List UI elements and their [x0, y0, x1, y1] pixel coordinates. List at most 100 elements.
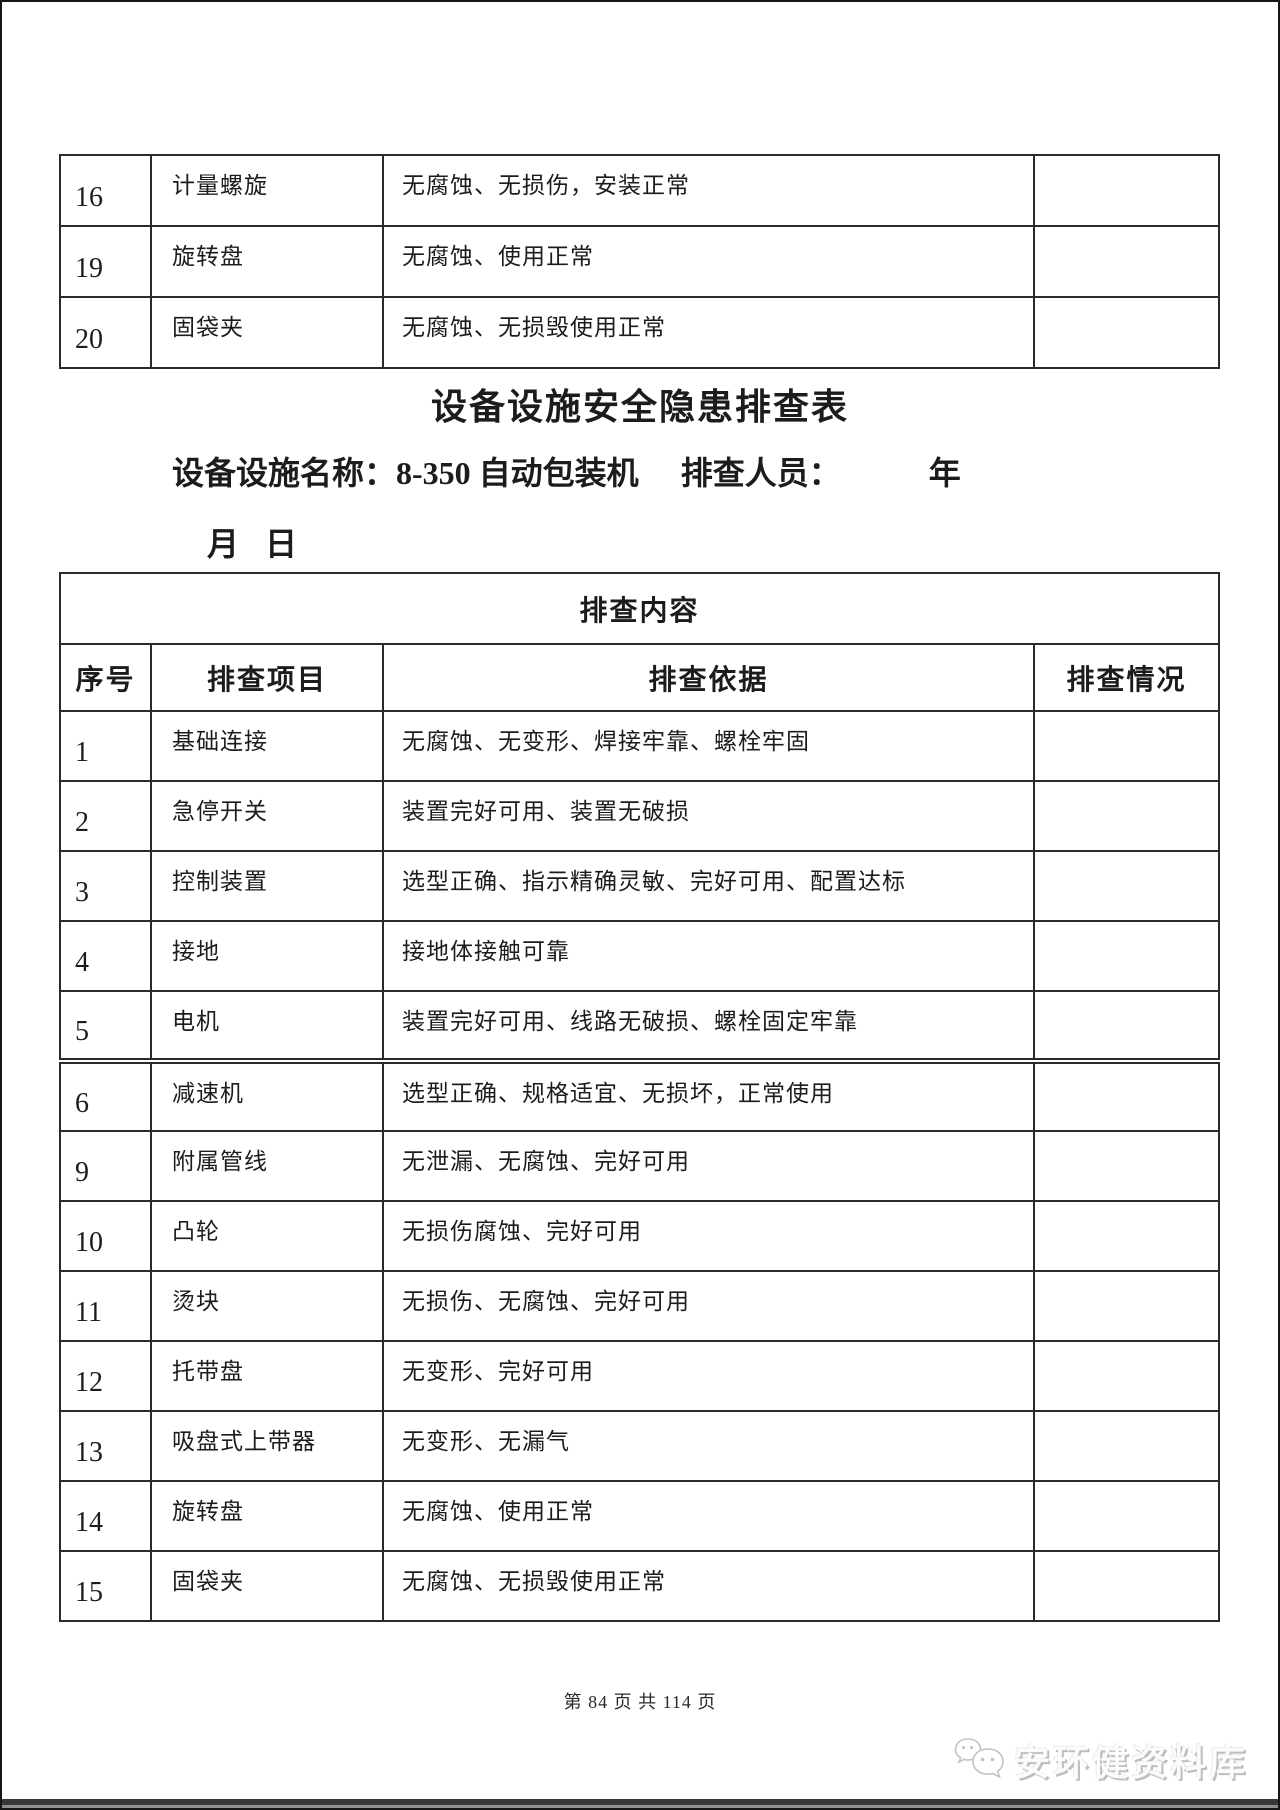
- inspection-item-cell: 吸盘式上带器: [150, 1410, 384, 1482]
- subtitle-line: 设备设施名称：8-350 自动包装机 排查人员： 年: [172, 448, 961, 494]
- table-row: 10 凸轮 无损伤腐蚀、完好可用: [59, 1200, 1221, 1272]
- inspection-basis-cell: 无腐蚀、无变形、焊接牢靠、螺栓牢固: [382, 710, 1035, 782]
- inspection-basis-cell: 无损伤腐蚀、完好可用: [382, 1200, 1035, 1272]
- table-row: 20 固袋夹 无腐蚀、无损毁使用正常: [59, 296, 1220, 369]
- row-number-cell: 11: [59, 1270, 152, 1342]
- column-header-row: 序号 排查项目 排查依据 排查情况: [59, 643, 1221, 712]
- inspection-item-cell: 接地: [150, 920, 384, 992]
- inspection-table: 排查内容 序号 排查项目 排查依据 排查情况 1 基础连接 无腐蚀、无变形、焊接牢靠…: [58, 572, 1221, 1622]
- column-header-status: 排查情况: [1032, 643, 1221, 712]
- bottom-edge-band: [2, 1799, 1278, 1808]
- inspection-status-cell: [1032, 710, 1221, 782]
- inspection-status-cell: [1032, 1340, 1221, 1412]
- inspection-basis-cell: 无腐蚀、无损毁使用正常: [382, 296, 1035, 369]
- inspector-label: 排查人员：: [680, 455, 841, 491]
- inspection-item-cell: 减速机: [150, 1058, 384, 1132]
- row-number-cell: 15: [59, 1550, 152, 1622]
- inspection-status-cell: [1033, 225, 1220, 298]
- inspection-item-cell: 基础连接: [150, 710, 384, 782]
- inspection-status-cell: [1032, 1130, 1221, 1202]
- row-number-cell: 13: [59, 1410, 152, 1482]
- inspection-basis-cell: 装置完好可用、线路无破损、螺栓固定牢靠: [382, 990, 1035, 1062]
- inspection-status-cell: [1032, 780, 1221, 852]
- table-row: 3 控制装置 选型正确、指示精确灵敏、完好可用、配置达标: [59, 850, 1221, 922]
- page-number: 第 84 页 共 114 页: [563, 1692, 717, 1712]
- table-row: 15 固袋夹 无腐蚀、无损毁使用正常: [59, 1550, 1221, 1622]
- inspection-item-cell: 旋转盘: [150, 225, 384, 298]
- column-header-item: 排查项目: [150, 643, 384, 712]
- row-number-cell: 14: [59, 1480, 152, 1552]
- inspection-status-cell: [1032, 1480, 1221, 1552]
- column-header-basis: 排查依据: [382, 643, 1035, 712]
- table-row: 11 烫块 无损伤、无腐蚀、完好可用: [59, 1270, 1221, 1342]
- inspection-status-cell: [1032, 920, 1221, 992]
- inspection-basis-cell: 无腐蚀、无损毁使用正常: [382, 1550, 1035, 1622]
- inspection-status-cell: [1032, 1550, 1221, 1622]
- section-header-row: 排查内容: [58, 572, 1221, 645]
- bottom-edge-light: [2, 1805, 1278, 1808]
- table-row: 19 旋转盘 无腐蚀、使用正常: [59, 225, 1220, 298]
- inspection-basis-cell: 选型正确、指示精确灵敏、完好可用、配置达标: [382, 850, 1035, 922]
- column-header-no: 序号: [59, 643, 152, 712]
- table-row: 4 接地 接地体接触可靠: [59, 920, 1221, 992]
- inspection-status-cell: [1032, 1200, 1221, 1272]
- inspection-status-cell: [1032, 850, 1221, 922]
- row-number-cell: 19: [59, 225, 152, 298]
- table-row: 9 附属管线 无泄漏、无腐蚀、完好可用: [59, 1130, 1221, 1202]
- inspection-item-cell: 控制装置: [150, 850, 384, 922]
- row-number-cell: 20: [59, 296, 152, 369]
- row-number-cell: 3: [59, 850, 152, 922]
- inspection-basis-cell: 无变形、无漏气: [382, 1410, 1035, 1482]
- table-row: 1 基础连接 无腐蚀、无变形、焊接牢靠、螺栓牢固: [59, 710, 1221, 782]
- table-row: 16 计量螺旋 无腐蚀、无损伤，安装正常: [59, 154, 1220, 227]
- month-label: 月: [207, 526, 240, 562]
- device-name-value: 8-350 自动包装机: [396, 455, 639, 491]
- inspection-basis-cell: 接地体接触可靠: [382, 920, 1035, 992]
- device-name-label: 设备设施名称：: [172, 455, 397, 491]
- inspection-status-cell: [1032, 1410, 1221, 1482]
- inspection-item-cell: 托带盘: [150, 1340, 384, 1412]
- table-row: 6 减速机 选型正确、规格适宜、无损坏，正常使用: [59, 1058, 1221, 1132]
- row-number-cell: 12: [59, 1340, 152, 1412]
- month-day-line: 月日: [207, 519, 297, 565]
- table-row: 5 电机 装置完好可用、线路无破损、螺栓固定牢靠: [59, 990, 1221, 1062]
- row-number-cell: 16: [59, 154, 152, 227]
- row-number-cell: 4: [59, 920, 152, 992]
- inspection-status-cell: [1032, 1270, 1221, 1342]
- inspection-item-cell: 固袋夹: [150, 296, 384, 369]
- inspection-item-cell: 凸轮: [150, 1200, 384, 1272]
- inspection-item-cell: 附属管线: [150, 1130, 384, 1202]
- row-number-cell: 1: [59, 710, 152, 782]
- bottom-edge-dark: [2, 1799, 1278, 1805]
- inspection-basis-cell: 无泄漏、无腐蚀、完好可用: [382, 1130, 1035, 1202]
- table-row: 13 吸盘式上带器 无变形、无漏气: [59, 1410, 1221, 1482]
- previous-page-table: 16 计量螺旋 无腐蚀、无损伤，安装正常 19 旋转盘 无腐蚀、使用正常 20 固袋夹 无腐蚀、…: [59, 154, 1220, 369]
- inspection-item-cell: 急停开关: [150, 780, 384, 852]
- inspection-item-cell: 电机: [150, 990, 384, 1062]
- inspection-basis-cell: 无损伤、无腐蚀、完好可用: [382, 1270, 1035, 1342]
- watermark-text: 安环健资料库: [1013, 1743, 1248, 1783]
- row-number-cell: 2: [59, 780, 152, 852]
- inspection-basis-cell: 无腐蚀、使用正常: [382, 1480, 1035, 1552]
- year-label: 年: [928, 455, 961, 491]
- inspection-status-cell: [1033, 154, 1220, 227]
- inspection-status-cell: [1032, 1058, 1221, 1132]
- chat-bubbles-icon: [954, 1738, 1004, 1779]
- inspection-status-cell: [1032, 990, 1221, 1062]
- inspection-basis-cell: 无腐蚀、无损伤，安装正常: [382, 154, 1035, 227]
- inspection-basis-cell: 选型正确、规格适宜、无损坏，正常使用: [382, 1058, 1035, 1132]
- inspection-item-cell: 计量螺旋: [150, 154, 384, 227]
- row-number-cell: 6: [59, 1058, 152, 1132]
- inspection-item-cell: 烫块: [150, 1270, 384, 1342]
- row-number-cell: 5: [59, 990, 152, 1062]
- inspection-item-cell: 旋转盘: [150, 1480, 384, 1552]
- inspection-basis-cell: 无腐蚀、使用正常: [382, 225, 1035, 298]
- table-row: 14 旋转盘 无腐蚀、使用正常: [59, 1480, 1221, 1552]
- row-number-cell: 9: [59, 1130, 152, 1202]
- table-row: 12 托带盘 无变形、完好可用: [59, 1340, 1221, 1412]
- inspection-item-cell: 固袋夹: [150, 1550, 384, 1622]
- inspection-status-cell: [1033, 296, 1220, 369]
- inspection-basis-cell: 无变形、完好可用: [382, 1340, 1035, 1412]
- row-number-cell: 10: [59, 1200, 152, 1272]
